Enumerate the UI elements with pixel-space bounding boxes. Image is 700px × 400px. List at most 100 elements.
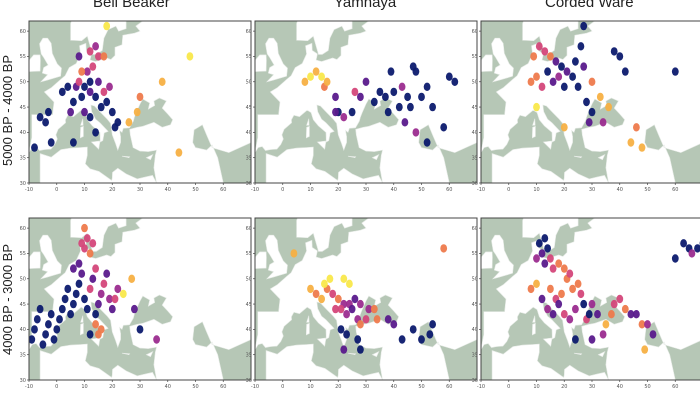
sample-point <box>440 244 448 253</box>
sample-point <box>384 107 392 117</box>
sample-point <box>357 345 364 354</box>
sample-point <box>92 264 99 273</box>
sample-point <box>78 269 86 278</box>
sample-point <box>599 330 607 339</box>
sample-point <box>633 123 640 132</box>
sample-point <box>70 299 77 309</box>
sample-point <box>334 294 342 304</box>
sample-point <box>70 97 77 107</box>
sample-point <box>585 310 593 319</box>
sample-point <box>329 289 337 299</box>
sample-point <box>312 289 320 299</box>
sample-point <box>64 284 72 294</box>
sample-point <box>555 259 563 268</box>
sample-point <box>627 138 635 147</box>
y-tick-label: 55 <box>472 251 478 257</box>
sample-point <box>588 335 596 344</box>
sample-point <box>544 244 551 253</box>
x-tick-label: 0 <box>507 384 510 390</box>
sample-point <box>89 239 97 248</box>
sample-point <box>395 102 403 112</box>
y-tick-label: 60 <box>472 226 478 232</box>
sample-point <box>86 87 94 97</box>
sample-point <box>67 310 74 319</box>
sample-point <box>533 102 540 112</box>
sample-point <box>83 234 91 243</box>
sample-point <box>580 21 588 31</box>
x-tick-label: 50 <box>192 187 198 193</box>
y-tick-label: 60 <box>472 29 478 35</box>
y-tick-label: 45 <box>20 302 26 308</box>
sample-point <box>290 249 298 258</box>
sample-point <box>343 330 350 339</box>
sample-point <box>340 113 348 122</box>
y-tick-label: 60 <box>20 226 26 232</box>
sample-point <box>527 77 535 87</box>
x-tick-label: 40 <box>391 187 397 193</box>
sample-point <box>158 77 166 87</box>
y-tick-label: 30 <box>246 378 252 384</box>
sample-point <box>429 102 436 112</box>
sample-point <box>390 320 398 329</box>
sample-point <box>92 92 99 102</box>
sample-point <box>357 320 364 329</box>
sample-point <box>58 87 66 97</box>
sample-point <box>384 315 392 324</box>
sample-point <box>83 304 91 314</box>
sample-point <box>549 264 557 273</box>
landmass <box>29 218 251 380</box>
sample-point <box>387 67 395 76</box>
sample-point <box>81 107 88 117</box>
sample-point <box>547 52 554 61</box>
sample-point <box>95 299 102 309</box>
sample-point <box>555 299 563 309</box>
sample-point <box>376 87 384 97</box>
sample-point <box>86 330 94 339</box>
sample-point <box>423 138 431 147</box>
y-tick-label: 30 <box>20 378 26 384</box>
x-tick-label: -10 <box>477 187 485 193</box>
sample-point <box>45 107 52 117</box>
sample-point <box>50 335 58 344</box>
sample-point <box>680 239 687 248</box>
sample-point <box>605 102 612 112</box>
sample-point <box>175 148 183 157</box>
sample-point <box>83 67 91 76</box>
sample-point <box>95 52 102 61</box>
sample-point <box>535 239 543 248</box>
landmass <box>255 218 477 380</box>
x-tick-label: 30 <box>589 384 595 390</box>
sample-point <box>533 279 540 288</box>
sample-point <box>418 92 425 102</box>
sample-point <box>401 118 409 127</box>
sample-point <box>47 138 55 147</box>
sample-point <box>346 279 353 288</box>
sample-point <box>569 72 576 81</box>
y-tick-label: 35 <box>472 352 478 358</box>
sample-point <box>365 304 373 314</box>
sample-point <box>33 315 41 324</box>
sample-point <box>81 223 88 233</box>
sample-point <box>131 304 138 314</box>
x-tick-label: 0 <box>281 384 284 390</box>
x-tick-label: 30 <box>589 187 595 193</box>
sample-point <box>585 118 593 127</box>
y-tick-label: 35 <box>20 352 26 358</box>
sample-point <box>318 72 325 81</box>
column-title-yamnaya: Yamnaya <box>334 0 397 11</box>
sample-point <box>560 123 568 132</box>
sample-point <box>47 310 55 319</box>
y-tick-label: 45 <box>20 105 26 111</box>
sample-point <box>574 279 582 288</box>
sample-point <box>688 249 696 258</box>
sample-point <box>594 310 601 319</box>
y-tick-label: 60 <box>246 226 252 232</box>
sample-point <box>348 107 356 117</box>
map-panel-corded-ware-top: -10 0 10 20 30 40 50 60 30 35 40 45 50 55 60 <box>472 20 700 193</box>
sample-points <box>301 62 459 147</box>
sample-point <box>574 82 582 92</box>
y-tick-label: 50 <box>20 277 26 283</box>
sample-point <box>340 345 348 354</box>
